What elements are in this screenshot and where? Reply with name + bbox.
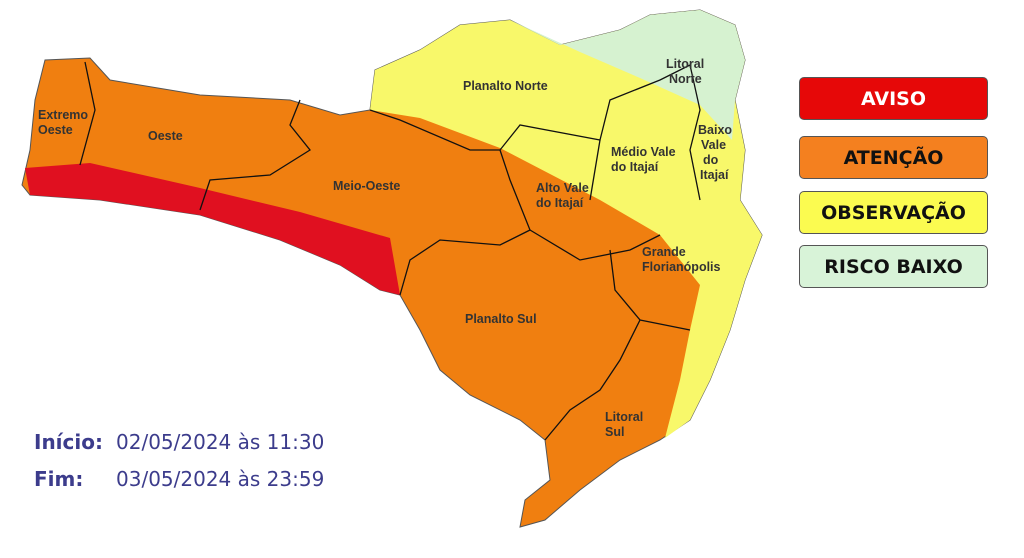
label-litoral-sul: Litoral Sul [605, 410, 643, 439]
label-baixo-vale: Baixo Vale do Itajaí [698, 123, 732, 182]
label-planalto-sul: Planalto Sul [465, 312, 537, 326]
region-boundaries [79, 61, 701, 441]
start-value: 02/05/2024 às 11:30 [116, 430, 325, 454]
area-aviso [25, 163, 400, 295]
end-value: 03/05/2024 às 23:59 [116, 467, 325, 491]
end-time: Fim: 03/05/2024 às 23:59 [34, 467, 324, 491]
legend-aviso: AVISO [799, 77, 988, 120]
label-medio-vale: Médio Vale do Itajaí [611, 145, 676, 174]
end-label: Fim: [34, 467, 84, 491]
label-planalto-norte: Planalto Norte [463, 79, 548, 93]
legend-risco-baixo: RISCO BAIXO [799, 245, 988, 288]
start-time: Início: 02/05/2024 às 11:30 [34, 430, 324, 454]
label-extremo-oeste: Extremo Oeste [38, 108, 88, 137]
legend-atencao: ATENÇÃO [799, 136, 988, 179]
label-grande-florianopolis: Grande Florianópolis [642, 245, 721, 274]
label-litoral-norte: Litoral Norte [666, 57, 704, 86]
label-oeste: Oeste [148, 129, 183, 143]
label-meio-oeste: Meio-Oeste [333, 179, 400, 193]
area-observacao [370, 10, 762, 438]
region-labels: Extremo Oeste Oeste Meio-Oeste Planalto N… [38, 57, 732, 439]
start-label: Início: [34, 430, 103, 454]
area-risco-baixo [510, 10, 745, 140]
legend-observacao: OBSERVAÇÃO [799, 191, 988, 234]
label-alto-vale: Alto Vale do Itajaí [536, 181, 589, 210]
